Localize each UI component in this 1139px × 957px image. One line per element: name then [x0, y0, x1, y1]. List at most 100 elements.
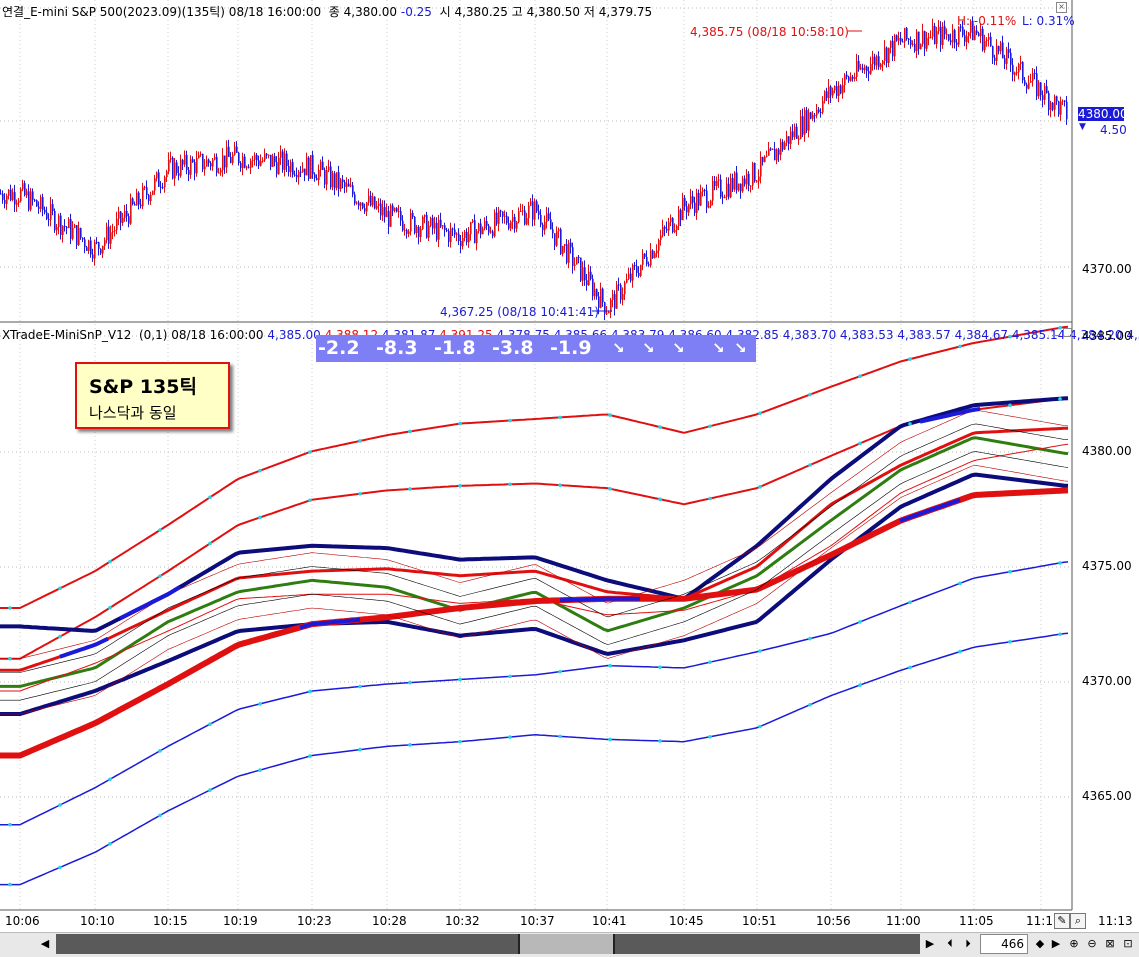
candle [94, 242, 96, 259]
step-forward-icon[interactable]: ⏵ [965, 937, 971, 950]
candle [638, 272, 640, 277]
candle [184, 154, 186, 165]
candle [986, 39, 988, 41]
scroll-left-icon[interactable]: ◀ [40, 937, 50, 950]
candle [732, 178, 734, 190]
candle [680, 209, 682, 221]
candle [342, 179, 344, 183]
candle [50, 204, 52, 220]
candle [228, 146, 230, 157]
candle [672, 217, 674, 233]
candle [276, 162, 278, 175]
candle [856, 60, 858, 78]
time-tick: 10:28 [372, 914, 407, 928]
candle [224, 155, 226, 168]
candle [670, 217, 672, 223]
magnifier-icon[interactable]: ⌕ [1070, 913, 1086, 929]
candle [984, 40, 986, 51]
scroll-right-icon[interactable]: ▶ [925, 937, 935, 950]
band-dot [858, 620, 862, 624]
candle [880, 64, 882, 68]
candle [490, 231, 492, 233]
indicator-line [0, 632, 1069, 886]
down-arrow-icon: ↘ [672, 339, 685, 357]
time-tick: 11:13 [1098, 914, 1133, 928]
candle [294, 174, 296, 176]
candle [468, 234, 470, 243]
candle [316, 178, 318, 181]
candle [844, 74, 846, 86]
candle [1064, 100, 1066, 102]
candle [610, 299, 612, 312]
candle [392, 205, 394, 211]
close-icon[interactable]: × [1056, 2, 1067, 13]
band-dot [608, 663, 612, 668]
candle [486, 221, 488, 226]
step-back-icon[interactable]: ⏴ [947, 937, 953, 950]
pencil-icon[interactable]: ✎ [1054, 913, 1070, 929]
fullscreen-icon[interactable]: ⊡ [1123, 937, 1133, 950]
candle [930, 36, 932, 38]
candle [848, 76, 850, 81]
high-price: 4,380.50 [526, 5, 581, 19]
candle [116, 218, 118, 230]
candle [162, 186, 164, 188]
candle [588, 271, 590, 286]
fit-icon[interactable]: ⊠ [1105, 937, 1115, 950]
candle [990, 36, 992, 47]
band-dot [308, 689, 312, 694]
candle [430, 217, 432, 226]
candle [1010, 52, 1012, 65]
candle [540, 214, 542, 225]
candle [658, 240, 660, 251]
candle [534, 201, 536, 220]
candle [550, 219, 552, 230]
scrollbar-track[interactable] [56, 934, 920, 954]
candle [324, 170, 326, 185]
candle [616, 284, 618, 309]
indicator-params: (0,1) 08/18 16:00:00 [138, 328, 264, 342]
candle [444, 225, 446, 231]
band-dot [158, 813, 162, 818]
zoom-in-icon[interactable]: ▶ [1051, 937, 1061, 950]
candle [28, 191, 30, 210]
minimize-icon[interactable] [1052, 328, 1060, 336]
candle [98, 242, 100, 249]
zoom-out-icon[interactable]: ◆ [1035, 937, 1045, 950]
candle [518, 211, 520, 222]
candle [20, 189, 22, 202]
candle [350, 185, 352, 187]
candle [716, 180, 718, 186]
candle [132, 198, 134, 204]
candle [528, 205, 530, 219]
candle [258, 160, 260, 166]
candle [374, 196, 376, 209]
candle [604, 302, 606, 314]
candle [1034, 73, 1036, 75]
candle [292, 162, 294, 175]
zoom-input[interactable]: 466 [980, 934, 1028, 954]
candle [48, 219, 50, 221]
minus-circle-icon[interactable]: ⊖ [1087, 937, 1097, 950]
maximize-icon[interactable] [1063, 328, 1072, 337]
candle [742, 178, 744, 192]
candle [728, 183, 730, 198]
candle [236, 146, 238, 153]
candle [718, 179, 720, 181]
candle [584, 267, 586, 281]
candle [362, 202, 364, 209]
candle [872, 56, 874, 65]
candle [150, 194, 152, 202]
plus-circle-icon[interactable]: ⊕ [1069, 937, 1079, 950]
band-dot [508, 674, 512, 679]
candle [784, 142, 786, 150]
candle [632, 265, 634, 281]
scrollbar-thumb[interactable] [518, 934, 615, 954]
candle [810, 112, 812, 119]
candle [238, 152, 240, 164]
candle [536, 201, 538, 212]
candle [452, 228, 454, 230]
signal-value: -2.2 [318, 337, 360, 359]
hl-low-pct: L: 0.31% [1022, 14, 1075, 28]
candle [806, 110, 808, 131]
